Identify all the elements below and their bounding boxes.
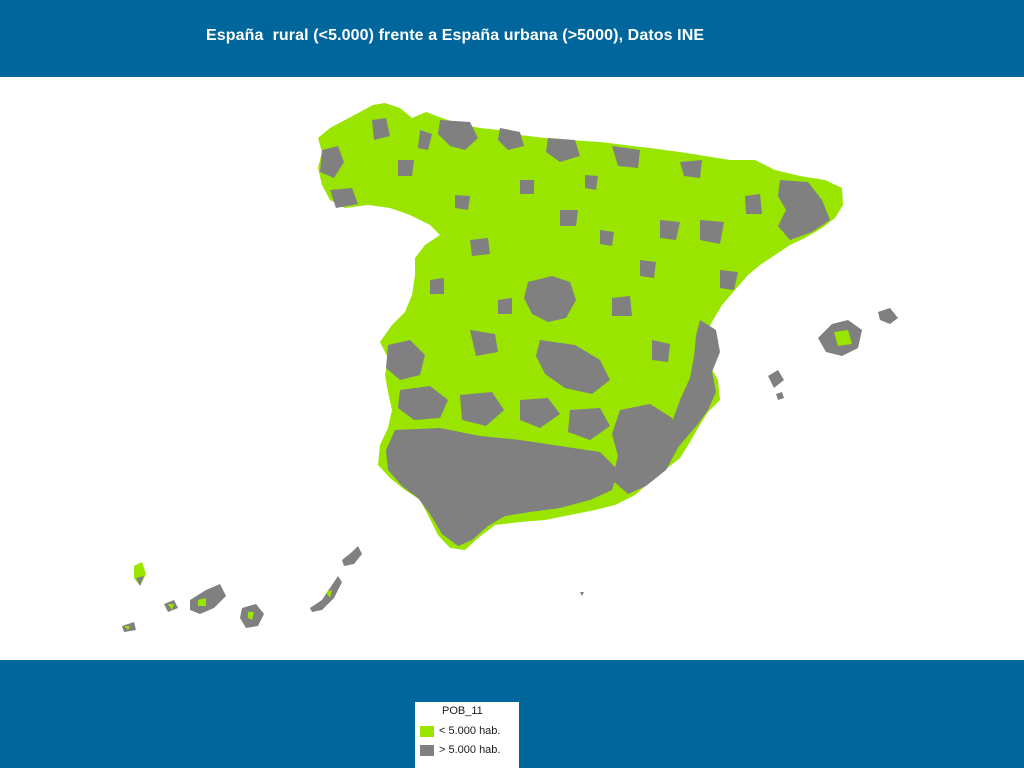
legend-item-rural: < 5.000 hab. <box>420 724 500 738</box>
slide-title: España rural (<5.000) frente a España ur… <box>206 27 705 44</box>
legend-swatch-urban <box>420 744 434 756</box>
balearic-islands <box>768 308 898 400</box>
legend-label: < 5.000 hab. <box>439 725 501 737</box>
legend-item-urban: > 5.000 hab. <box>420 743 500 757</box>
header-band <box>0 0 1024 77</box>
legend-swatch-rural <box>420 725 434 737</box>
canary-islands <box>122 546 584 632</box>
map-legend: POB_11 < 5.000 hab. > 5.000 hab. <box>415 702 519 768</box>
legend-title: POB_11 <box>442 705 483 717</box>
urban-areas-peninsula <box>320 118 830 546</box>
spain-municipal-population-map <box>0 77 1024 660</box>
legend-label: > 5.000 hab. <box>439 744 501 756</box>
map-svg <box>122 103 898 632</box>
